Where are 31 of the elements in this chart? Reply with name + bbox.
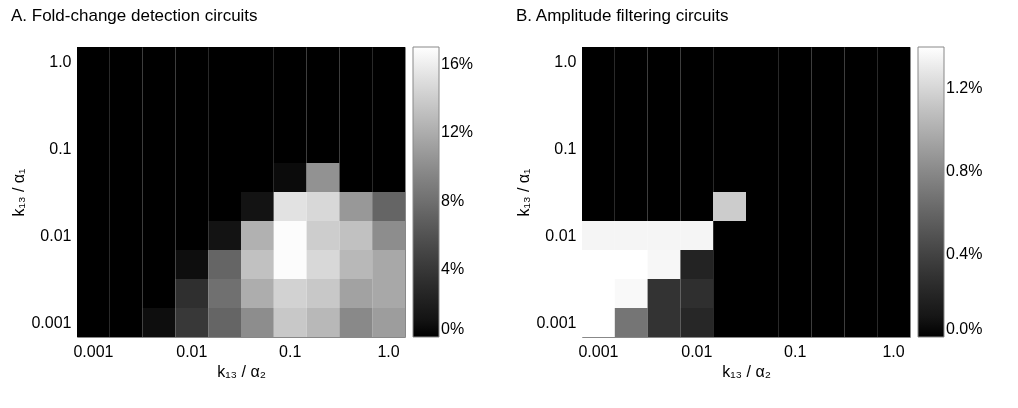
y-tick-label: 1.0 (49, 52, 72, 70)
color-bar-label: 0% (441, 320, 465, 337)
chart-title: B. Amplitude filtering circuits (515, 6, 729, 25)
y-tick-label: 0.1 (49, 139, 72, 157)
y-axis-title: k₁₃ / α₁ (515, 168, 533, 217)
y-tick-label: 0.01 (545, 226, 577, 244)
color-bar-label: 16% (441, 55, 474, 73)
x-tick-label: 0.001 (578, 342, 619, 360)
y-axis-title: k₁₃ / α₁ (10, 168, 28, 217)
color-bar-label: 0.0% (946, 320, 983, 337)
x-tick-label: 0.1 (784, 342, 807, 360)
y-tick-label: 0.01 (40, 226, 72, 244)
color-bar-label: 12% (441, 123, 474, 141)
x-tick-label: 0.001 (73, 342, 114, 360)
x-tick-label: 0.01 (176, 342, 208, 360)
y-tick-label: 0.001 (536, 313, 577, 331)
x-axis-title: k₁₃ / α₂ (217, 362, 266, 380)
x-tick-label: 0.1 (279, 342, 302, 360)
y-tick-label: 0.001 (31, 313, 72, 331)
x-tick-label: 1.0 (882, 342, 905, 360)
color-bar-label: 4% (441, 259, 465, 277)
x-tick-label: 1.0 (377, 342, 400, 360)
chart-title: A. Fold-change detection circuits (10, 6, 258, 25)
y-tick-label: 1.0 (554, 52, 577, 70)
x-tick-label: 0.01 (681, 342, 713, 360)
x-axis-title: k₁₃ / α₂ (722, 362, 771, 380)
color-bar-label: 0.8% (946, 162, 983, 180)
color-bar-label: 0.4% (946, 245, 983, 263)
y-tick-label: 0.1 (554, 139, 577, 157)
color-bar-label: 1.2% (946, 79, 983, 97)
color-bar-label: 8% (441, 191, 465, 209)
